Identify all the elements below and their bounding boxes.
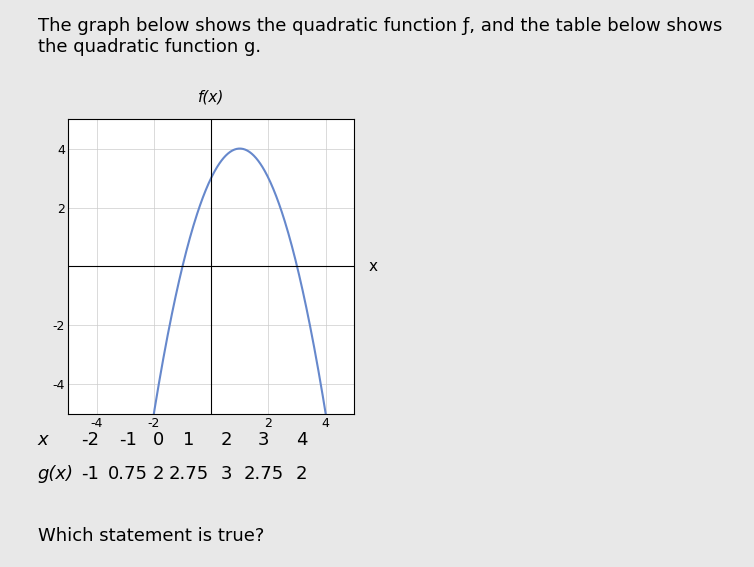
Text: 2.75: 2.75 [244,465,284,483]
Text: 2.75: 2.75 [168,465,209,483]
Text: x: x [38,431,48,449]
Text: f(x): f(x) [198,90,224,104]
Text: 0.75: 0.75 [108,465,149,483]
Text: 2: 2 [220,431,232,449]
Text: 3: 3 [258,431,270,449]
Text: -1: -1 [119,431,137,449]
Text: 4: 4 [296,431,308,449]
Text: Which statement is true?: Which statement is true? [38,527,264,545]
Text: g(x): g(x) [38,465,74,483]
Text: x: x [369,259,378,274]
Text: 0: 0 [153,431,164,449]
Text: 2: 2 [152,465,164,483]
Text: -2: -2 [81,431,100,449]
Text: 1: 1 [182,431,195,449]
Text: -1: -1 [81,465,100,483]
Text: 3: 3 [220,465,232,483]
Text: The graph below shows the quadratic function ƒ, and the table below shows
the qu: The graph below shows the quadratic func… [38,17,722,56]
Text: 2: 2 [296,465,308,483]
